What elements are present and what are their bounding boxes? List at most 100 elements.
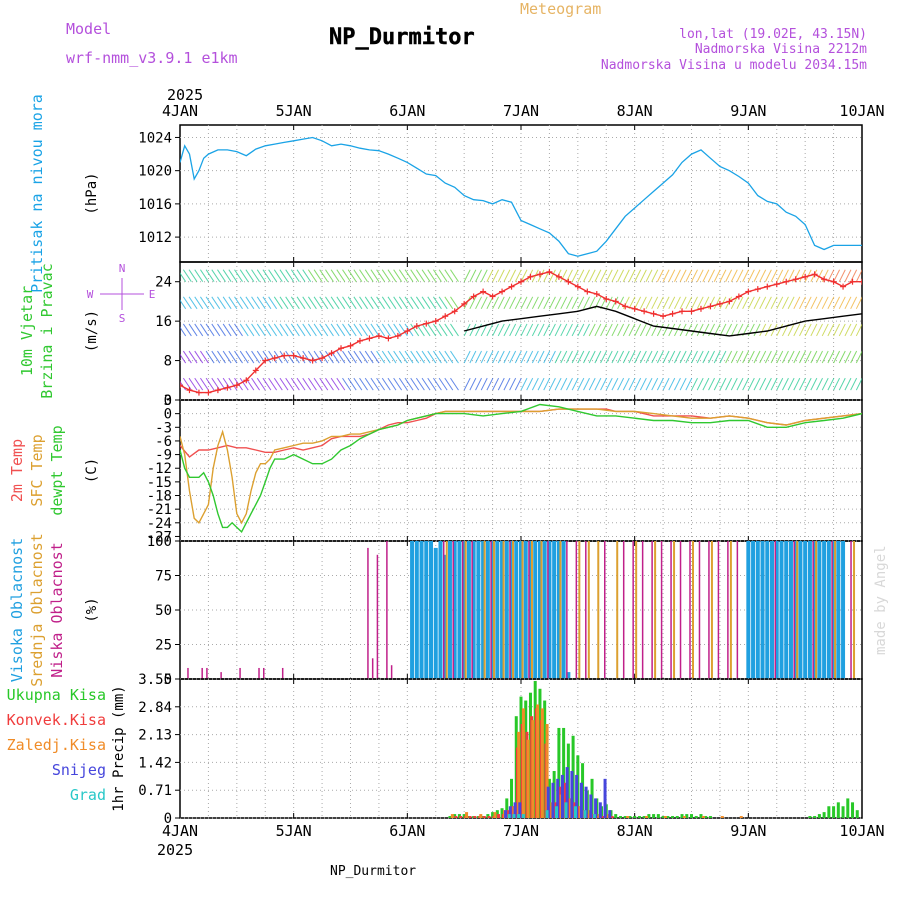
wind-barb bbox=[180, 280, 181, 282]
wind-barb bbox=[787, 269, 795, 282]
wind-barb bbox=[336, 323, 346, 337]
unit-label: (hPa) bbox=[84, 172, 100, 214]
wind-barb bbox=[588, 350, 596, 364]
bar bbox=[717, 541, 720, 679]
bar bbox=[760, 541, 765, 679]
wind-barb bbox=[194, 350, 204, 364]
wind-barb bbox=[469, 296, 477, 310]
wind-barb bbox=[855, 350, 862, 364]
bar bbox=[540, 708, 544, 818]
legend-label: Konvek.Kisa bbox=[7, 711, 106, 729]
bar bbox=[263, 667, 265, 679]
bar bbox=[616, 541, 619, 679]
wind-barb bbox=[421, 323, 431, 337]
wind-barb bbox=[520, 269, 528, 282]
wind-barb bbox=[211, 323, 221, 337]
wind-barb bbox=[364, 296, 374, 310]
wind-barb bbox=[759, 377, 767, 391]
bar bbox=[566, 672, 571, 679]
bar bbox=[682, 816, 686, 818]
bar bbox=[556, 778, 560, 818]
bar bbox=[560, 774, 564, 818]
wind-barb bbox=[833, 269, 841, 282]
bar bbox=[610, 816, 614, 818]
wind-barb bbox=[336, 269, 346, 282]
wind-barb bbox=[804, 296, 812, 310]
wind-barb bbox=[793, 350, 801, 364]
bar bbox=[479, 814, 483, 818]
y-tick-label: 24 bbox=[155, 275, 172, 291]
wind-barb bbox=[543, 350, 551, 364]
bar bbox=[841, 806, 845, 818]
wind-barb bbox=[639, 269, 647, 282]
bar bbox=[512, 541, 515, 679]
bar bbox=[521, 708, 525, 818]
y-tick-label: -6 bbox=[155, 434, 172, 450]
bar bbox=[523, 541, 528, 679]
wind-barb bbox=[381, 350, 391, 364]
bar bbox=[530, 541, 533, 679]
bar bbox=[575, 774, 579, 818]
wind-barb bbox=[285, 377, 295, 391]
wind-barb bbox=[503, 269, 511, 282]
wind-barb bbox=[708, 269, 715, 282]
wind-barb bbox=[325, 269, 334, 282]
unit-label: (C) bbox=[84, 458, 100, 483]
wind-barb bbox=[302, 323, 312, 337]
wind-barb bbox=[634, 377, 642, 391]
bar bbox=[461, 541, 464, 679]
wind-barb bbox=[583, 350, 590, 364]
bar bbox=[788, 541, 793, 679]
wind-barb bbox=[217, 323, 226, 337]
wind-barb bbox=[486, 377, 494, 391]
bar bbox=[853, 541, 856, 679]
wind-barb bbox=[239, 350, 249, 364]
bar bbox=[637, 816, 641, 818]
wind-barb bbox=[376, 296, 386, 310]
wind-barb bbox=[651, 350, 659, 364]
wind-barb bbox=[182, 296, 192, 310]
bar bbox=[784, 541, 789, 679]
bar bbox=[841, 541, 846, 679]
wind-barb bbox=[347, 350, 357, 364]
wind-barb bbox=[764, 296, 772, 310]
wind-barb bbox=[560, 296, 568, 310]
wind-barb bbox=[503, 296, 511, 310]
bar bbox=[836, 541, 841, 679]
wind-barb bbox=[736, 296, 744, 310]
wind-barb bbox=[753, 350, 761, 364]
bar bbox=[774, 541, 779, 679]
bar bbox=[504, 810, 508, 818]
wind-barb bbox=[594, 350, 602, 364]
panel-title: SFC Temp bbox=[28, 434, 46, 506]
wind-barb bbox=[571, 296, 579, 310]
wind-barb bbox=[393, 296, 403, 310]
wind-barb bbox=[560, 350, 568, 364]
wind-barb bbox=[617, 323, 625, 337]
wind-barb bbox=[611, 296, 619, 310]
wind-barb bbox=[793, 323, 801, 337]
wind-barb bbox=[651, 377, 659, 391]
wind-barb bbox=[634, 296, 642, 310]
wind-barb bbox=[548, 323, 556, 337]
wind-barb bbox=[850, 377, 858, 391]
bar bbox=[450, 814, 454, 818]
wind-barb bbox=[475, 296, 482, 310]
bar bbox=[206, 667, 208, 679]
wind-barb bbox=[296, 296, 306, 310]
bar bbox=[367, 547, 369, 679]
bar bbox=[504, 541, 509, 679]
panel-data bbox=[180, 268, 862, 396]
wind-barb bbox=[387, 269, 397, 282]
bar bbox=[836, 802, 840, 818]
wind-barb bbox=[622, 323, 630, 337]
wind-barb bbox=[600, 377, 608, 391]
wind-barb bbox=[588, 377, 596, 391]
wind-barb bbox=[799, 377, 806, 391]
bar bbox=[803, 541, 808, 679]
wind-barb bbox=[188, 269, 198, 282]
bar bbox=[500, 541, 505, 679]
wind-barb bbox=[571, 323, 579, 337]
bottom-tick-label: 8JAN bbox=[617, 822, 653, 840]
wind-barb bbox=[628, 377, 636, 391]
